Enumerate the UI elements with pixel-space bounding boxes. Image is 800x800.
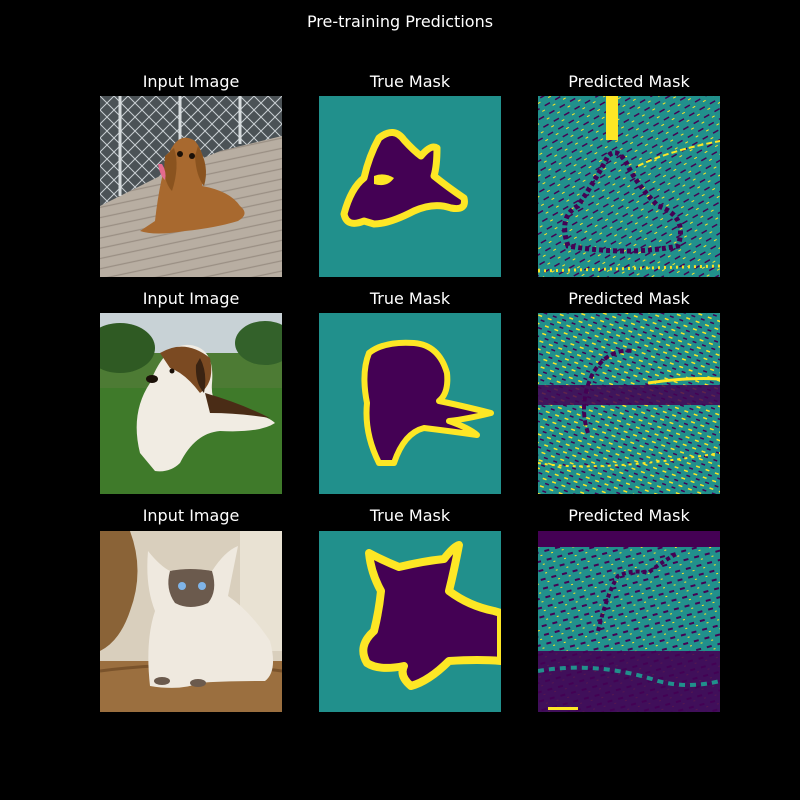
true-mask-1 <box>319 96 501 277</box>
panel-title-input-3: Input Image <box>142 506 240 525</box>
predicted-mask-3 <box>538 531 720 712</box>
panel-title-input-2: Input Image <box>142 289 240 308</box>
panel-title-predicted-mask-3: Predicted Mask <box>568 506 690 525</box>
input-image-cat-3 <box>100 531 282 712</box>
predicted-mask-2 <box>538 313 720 494</box>
panel-title-true-mask-3: True Mask <box>369 506 451 525</box>
panel-title-input-1: Input Image <box>142 72 240 91</box>
panel-title-predicted-mask-2: Predicted Mask <box>568 289 690 308</box>
panel-title-predicted-mask-1: Predicted Mask <box>568 72 690 91</box>
true-mask-2 <box>319 313 501 494</box>
input-image-dog-2 <box>100 313 282 494</box>
figure-title: Pre-training Predictions <box>306 12 494 31</box>
predicted-mask-1 <box>538 96 720 277</box>
panel-title-true-mask-1: True Mask <box>369 72 451 91</box>
panel-title-true-mask-2: True Mask <box>369 289 451 308</box>
input-image-dog-1 <box>100 96 282 277</box>
true-mask-3 <box>319 531 501 712</box>
